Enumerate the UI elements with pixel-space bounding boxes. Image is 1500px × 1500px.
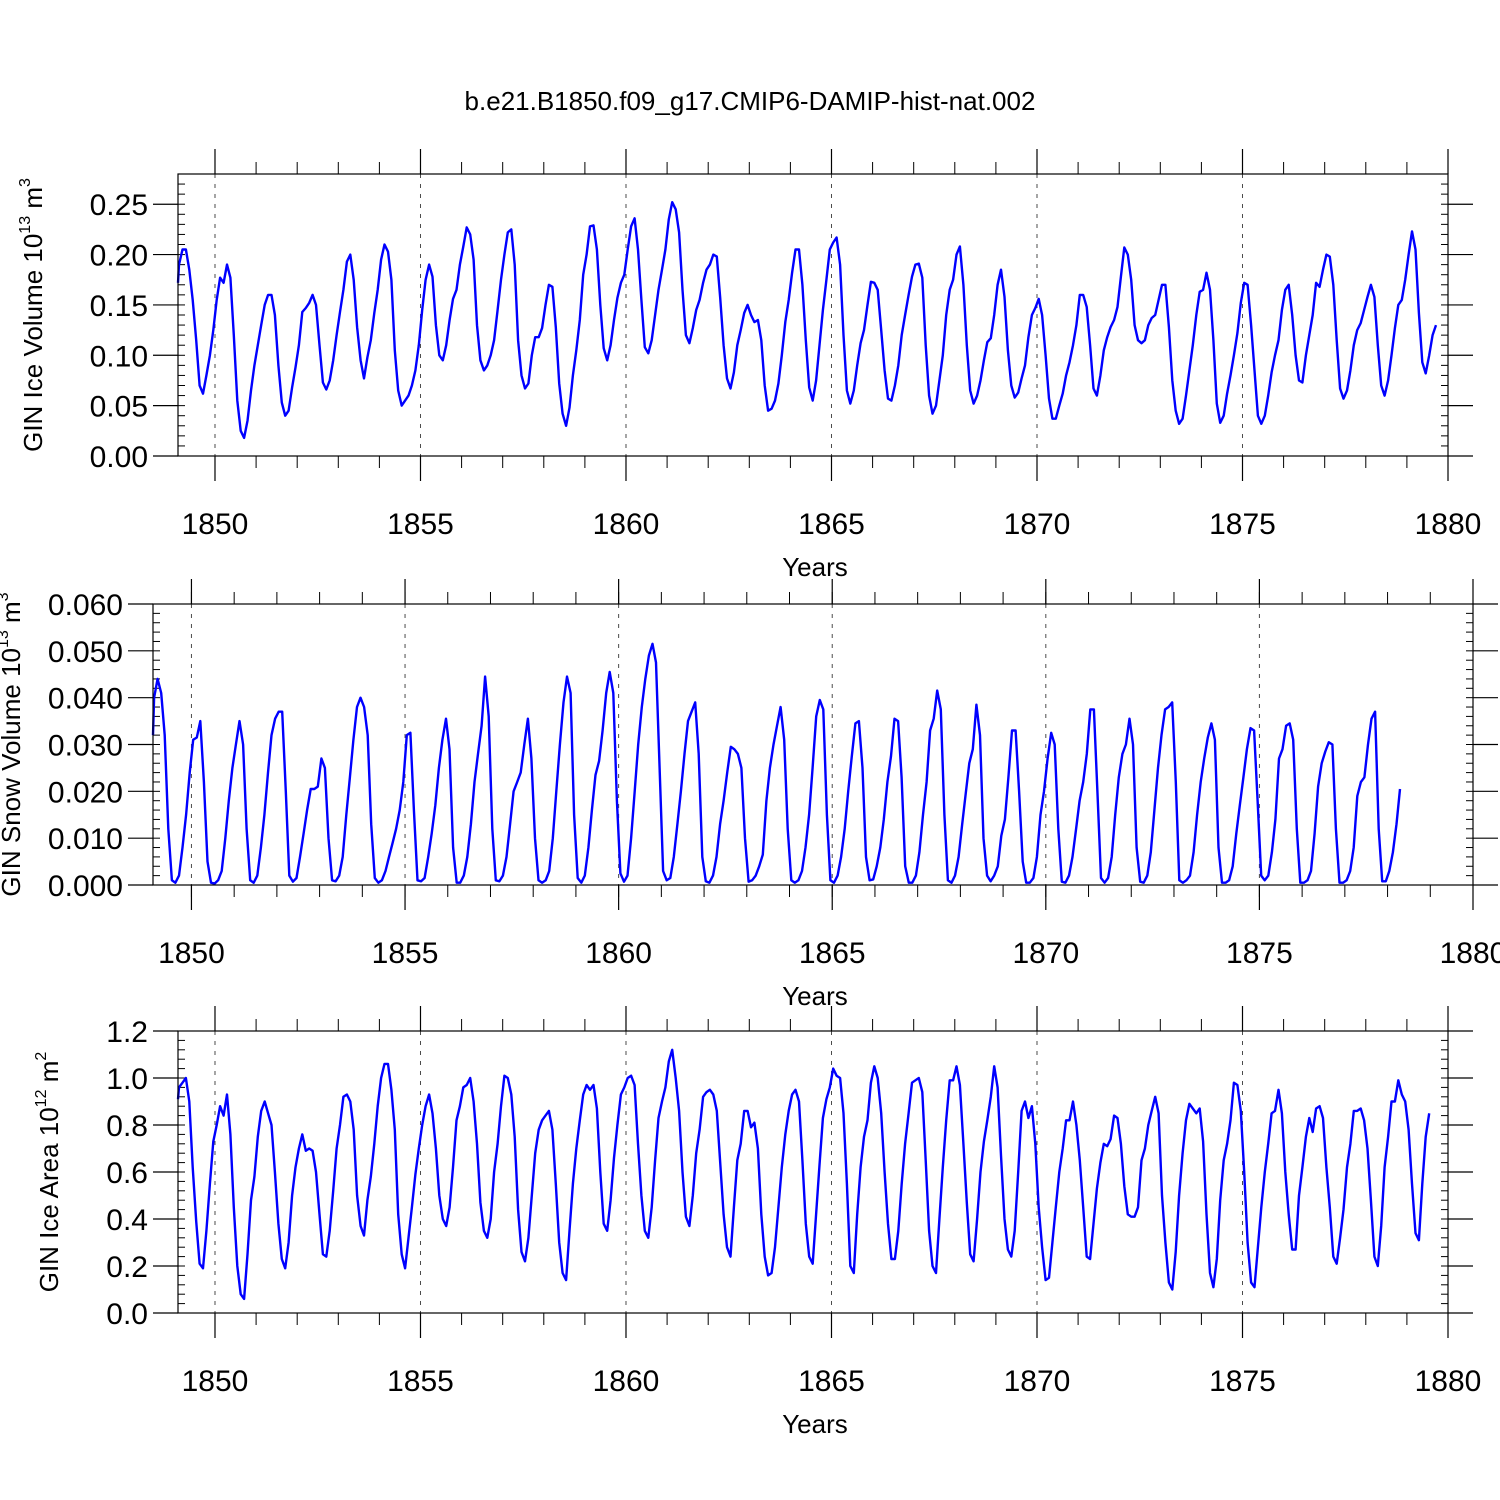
x-tick-label: 1870 — [1012, 937, 1079, 970]
panel-snow-volume: 0.000 0.010 0.020 0.030 0.040 0.050 0.060 1850 1… — [0, 579, 1500, 1011]
series-line — [176, 200, 1438, 440]
x-tick-label: 1850 — [182, 1365, 249, 1398]
panel-ice-volume: 0.00 0.05 0.10 0.15 0.20 0.25 1850 1855 1860 1865… — [17, 149, 1481, 582]
y-tick-label: 0.0 — [106, 1298, 148, 1331]
x-tick-label: 1880 — [1415, 1365, 1482, 1398]
y-axis-title-exponent: 13 — [0, 630, 12, 648]
x-tick-label: 1875 — [1209, 508, 1276, 541]
y-tick-label: 0.060 — [48, 589, 123, 622]
y-tick-label: 0.6 — [106, 1157, 148, 1190]
x-tick-label: 1880 — [1415, 508, 1482, 541]
x-tick-label: 1875 — [1226, 937, 1293, 970]
x-tick-label: 1850 — [158, 937, 225, 970]
y-axis-title-unit: m — [18, 187, 48, 216]
y-axis-title: GIN Ice Volume 1013 m3 — [17, 178, 48, 452]
series-line — [176, 1048, 1431, 1301]
y-axis-title-unit: m — [0, 601, 26, 630]
y-axis-title-unit-exponent: 3 — [0, 592, 12, 601]
y-tick-label: 0.040 — [48, 683, 123, 716]
y-tick-label: 1.0 — [106, 1063, 148, 1096]
y-axis-title-unit-exponent: 3 — [17, 178, 34, 187]
x-axis-title: Years — [782, 1409, 848, 1439]
x-tick-label: 1855 — [387, 1365, 454, 1398]
x-tick-label: 1860 — [593, 508, 660, 541]
plot-frame — [177, 173, 1449, 457]
x-tick-label: 1855 — [372, 937, 439, 970]
y-axis-title-main: GIN Ice Volume 10 — [18, 234, 48, 452]
x-tick-label: 1865 — [798, 508, 865, 541]
y-tick-label: 0.010 — [48, 823, 123, 856]
y-axis-title-exponent: 12 — [33, 1089, 50, 1107]
x-tick-label: 1865 — [799, 937, 866, 970]
y-tick-label: 0.20 — [90, 240, 148, 273]
y-tick-label: 0.25 — [90, 189, 148, 222]
figure-title: b.e21.B1850.f09_g17.CMIP6-DAMIP-hist-nat… — [465, 86, 1036, 116]
plot-frame — [177, 1030, 1449, 1314]
x-tick-label: 1860 — [585, 937, 652, 970]
y-axis-title: GIN Snow Volume 1013 m3 — [0, 592, 26, 896]
x-tick-label: 1850 — [182, 508, 249, 541]
plot-frame — [152, 603, 1474, 886]
y-tick-label: 0.020 — [48, 776, 123, 809]
y-tick-label: 0.2 — [106, 1251, 148, 1284]
y-tick-label: 0.00 — [90, 441, 148, 474]
x-tick-label: 1865 — [798, 1365, 865, 1398]
y-tick-label: 0.05 — [90, 391, 148, 424]
y-tick-label: 0.15 — [90, 290, 148, 323]
y-axis-title-unit: m — [34, 1061, 64, 1090]
y-tick-label: 1.2 — [106, 1016, 148, 1049]
x-tick-label: 1855 — [387, 508, 454, 541]
y-tick-label: 0.030 — [48, 730, 123, 763]
x-axis-title: Years — [782, 552, 848, 582]
y-axis-title-unit-exponent: 2 — [33, 1052, 50, 1061]
y-tick-label: 0.4 — [106, 1204, 148, 1237]
y-axis-title-exponent: 13 — [17, 216, 34, 234]
y-tick-label: 0.050 — [48, 636, 123, 669]
x-tick-label: 1860 — [593, 1365, 660, 1398]
x-axis-title: Years — [782, 981, 848, 1011]
x-tick-label: 1870 — [1004, 1365, 1071, 1398]
y-tick-label: 0.000 — [48, 870, 123, 903]
panel-ice-area: 0.0 0.2 0.4 0.6 0.8 1.0 1.2 1850 1855 1860 1865 187… — [33, 1006, 1481, 1439]
series-line — [151, 642, 1402, 885]
y-axis-title: GIN Ice Area 1012 m2 — [33, 1052, 64, 1293]
y-tick-label: 0.10 — [90, 340, 148, 373]
x-tick-label: 1880 — [1440, 937, 1500, 970]
y-tick-label: 0.8 — [106, 1110, 148, 1143]
y-axis-title-main: GIN Ice Area 10 — [34, 1107, 64, 1292]
y-axis-title-main: GIN Snow Volume 10 — [0, 648, 26, 897]
x-tick-label: 1875 — [1209, 1365, 1276, 1398]
x-tick-label: 1870 — [1004, 508, 1071, 541]
